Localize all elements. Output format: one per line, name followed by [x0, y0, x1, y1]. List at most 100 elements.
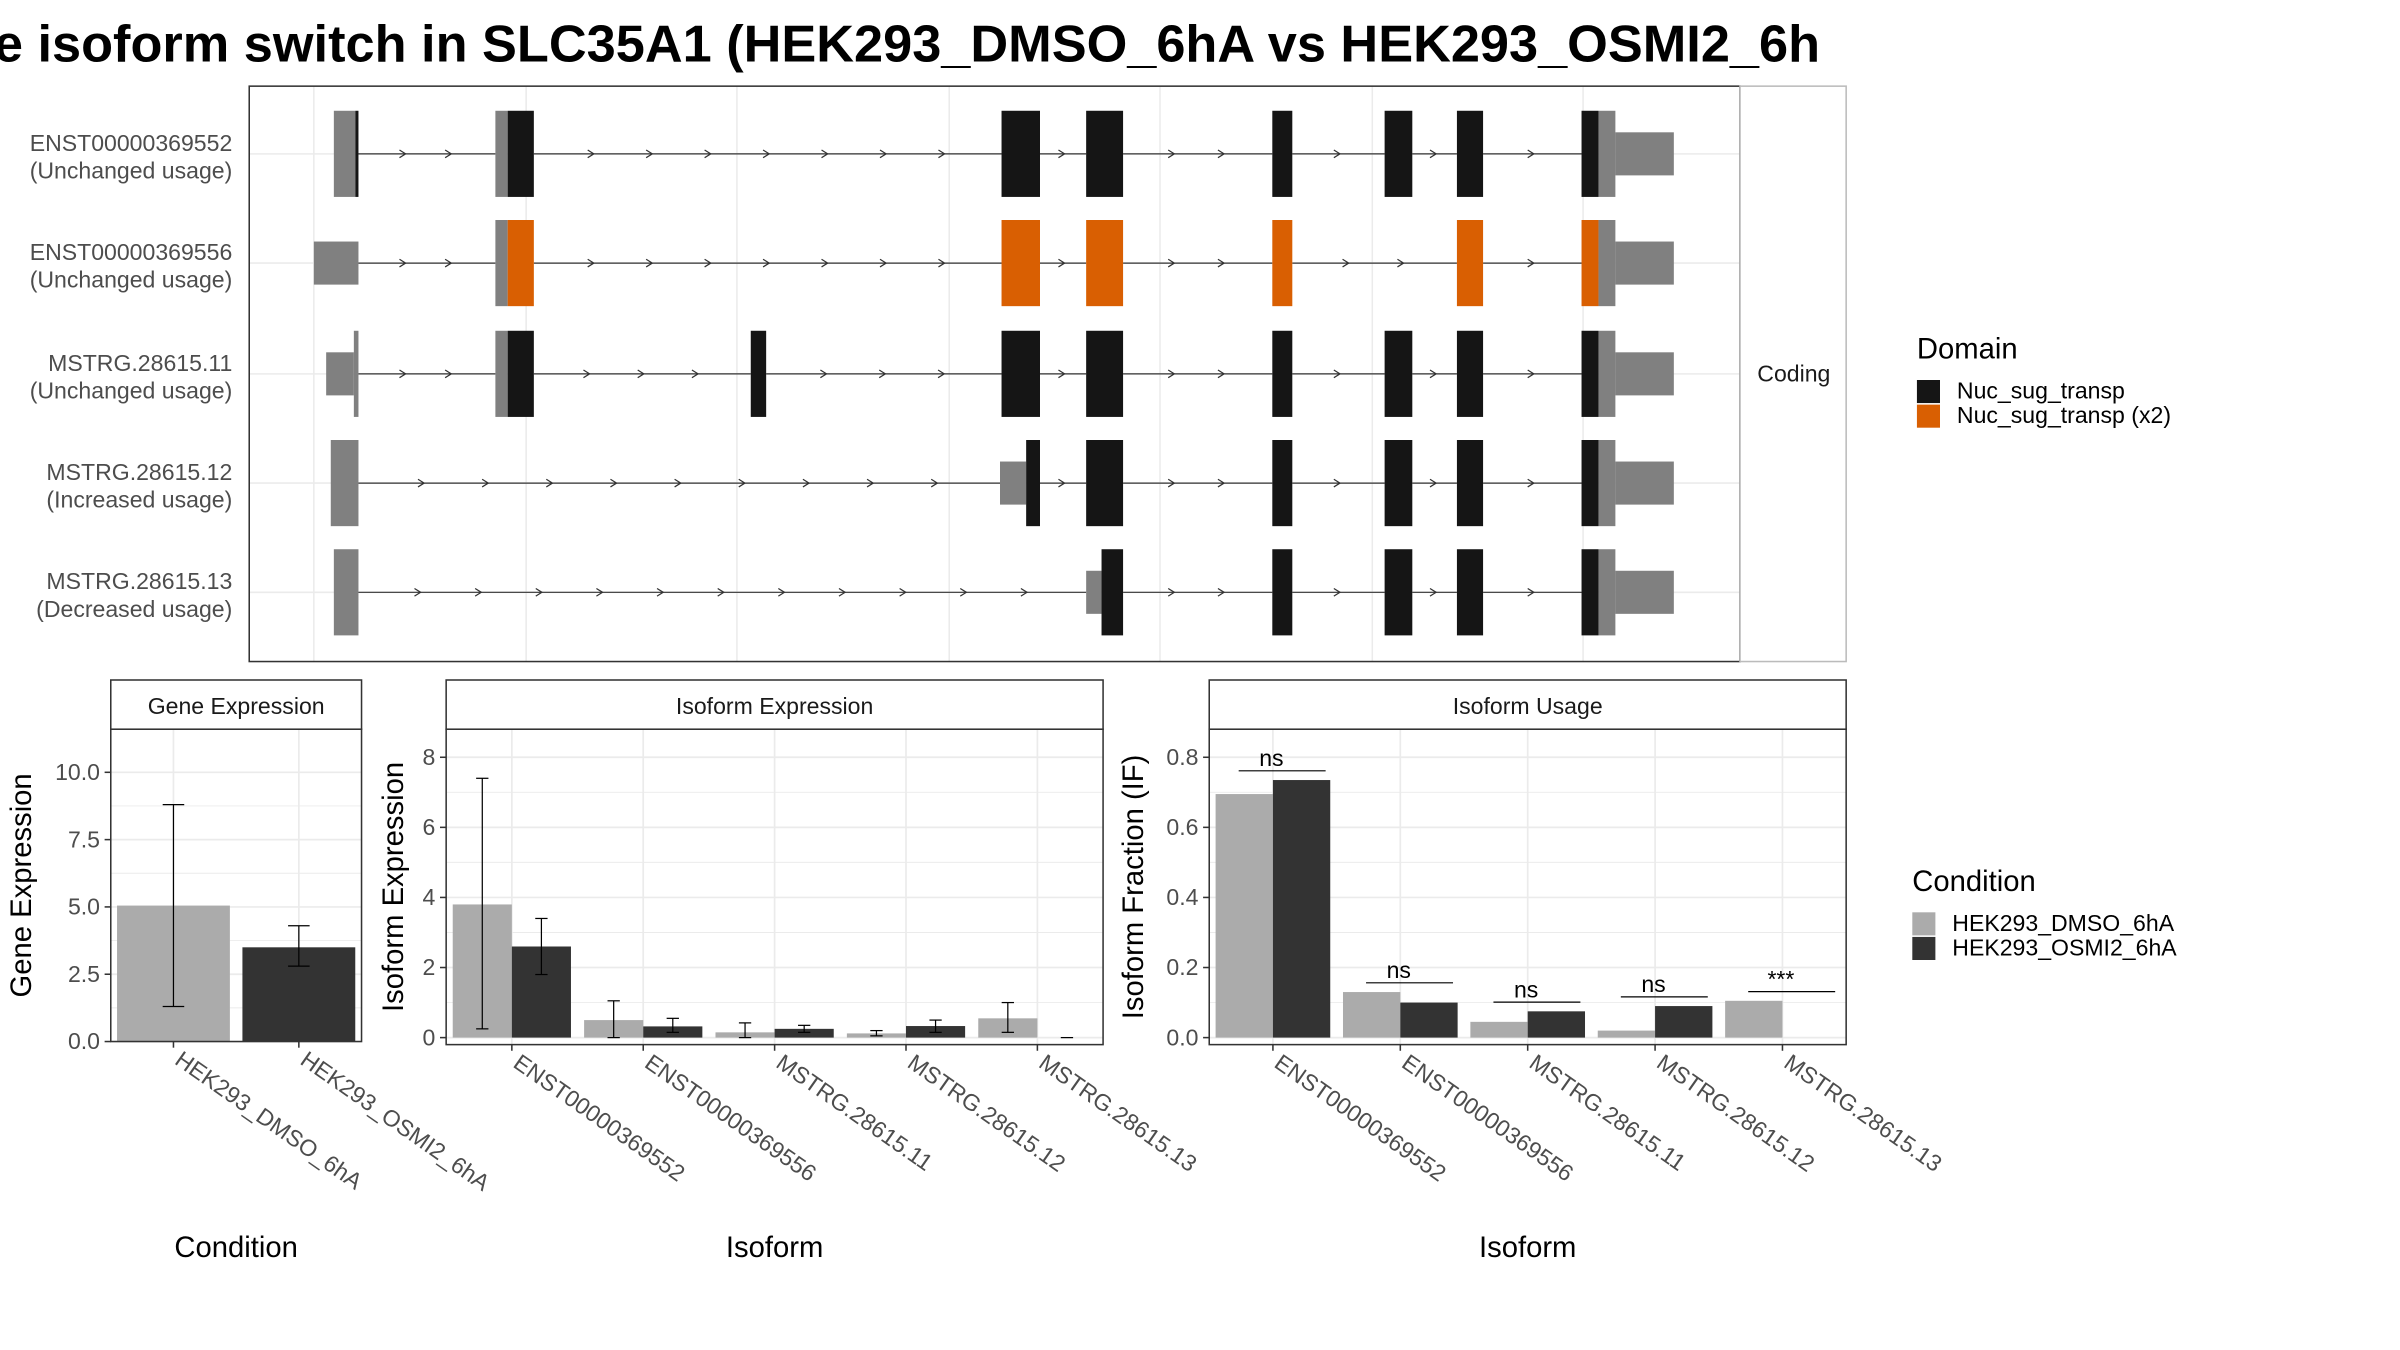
utr-block: [330, 440, 359, 527]
intron-arrow: [938, 149, 946, 159]
intron-arrow: [1342, 258, 1350, 268]
intron-arrow: [1167, 369, 1176, 379]
transcript-usage-label: (Unchanged usage): [30, 267, 233, 293]
y-tick-label: 2: [423, 954, 436, 980]
domain-exon-block: [507, 220, 534, 307]
intron-arrow: [717, 587, 726, 597]
utr-block: [1000, 461, 1027, 505]
domain-exon-block: [507, 330, 534, 417]
transcript-usage-label: (Unchanged usage): [30, 377, 233, 403]
domain-exon-block: [1001, 330, 1040, 417]
bar: [1725, 1000, 1783, 1038]
intron-arrow: [1333, 478, 1342, 488]
y-tick-label: 0.2: [1166, 954, 1198, 980]
domain-exon-block: [1086, 330, 1124, 417]
domain-exon-block: [1581, 440, 1599, 527]
intron-arrow: [879, 149, 888, 159]
domain-exon-block: [355, 110, 359, 197]
utr-block: [1086, 570, 1102, 614]
intron-arrow: [1333, 369, 1342, 379]
bar: [1597, 1030, 1656, 1038]
domain-exon-block: [1272, 440, 1293, 527]
bar: [1272, 780, 1331, 1038]
utr-block: [495, 330, 508, 417]
intron-arrow: [637, 369, 646, 379]
intron-arrow: [610, 478, 618, 488]
y-tick-label: 8: [423, 744, 436, 770]
intron-arrow: [399, 369, 407, 379]
intron-arrow: [645, 258, 654, 268]
domain-exon-block: [1456, 440, 1484, 527]
intron-arrow: [1217, 587, 1226, 597]
intron-arrow: [1217, 258, 1226, 268]
domain-exon-block: [1272, 110, 1293, 197]
panel-strip-title: Isoform Expression: [676, 693, 873, 719]
intron-arrow: [414, 587, 422, 597]
domain-exon-block: [1456, 110, 1484, 197]
intron-arrow: [1527, 587, 1536, 597]
intron-arrow: [535, 587, 544, 597]
intron-arrow: [704, 258, 712, 268]
domain-exon-block: [1581, 549, 1599, 636]
intron-arrow: [1058, 478, 1066, 488]
intron-arrow: [959, 587, 968, 597]
utr-block: [1615, 570, 1674, 614]
domain-exon-block: [1456, 549, 1484, 636]
domain-exon-block: [1272, 549, 1293, 636]
intron-arrow: [444, 369, 453, 379]
transcript-row: [313, 220, 1674, 307]
intron-arrow: [879, 258, 888, 268]
transcript-name-label: ENST00000369552: [30, 130, 233, 156]
intron-arrow: [645, 149, 654, 159]
panel-strip-title: Gene Expression: [148, 693, 325, 719]
utr-block: [1598, 220, 1616, 307]
y-tick-label: 6: [423, 814, 436, 840]
domain-exon-block: [1086, 440, 1124, 527]
condition-legend-swatch: [1912, 912, 1936, 936]
intron-arrow: [704, 149, 712, 159]
intron-arrow: [930, 478, 939, 488]
domain-exon-block: [1581, 220, 1599, 307]
domain-exon-block: [1581, 110, 1599, 197]
transcript-name-label: MSTRG.28615.13: [46, 568, 232, 594]
utr-block: [1598, 110, 1616, 197]
x-axis-title: Isoform: [726, 1232, 823, 1264]
facet-strip-label: Coding: [1757, 361, 1830, 387]
utr-block: [495, 110, 508, 197]
domain-exon-block: [1101, 549, 1124, 636]
intron-arrow: [399, 149, 407, 159]
transcript-usage-label: (Unchanged usage): [30, 157, 233, 183]
x-axis-title: Isoform: [1479, 1232, 1576, 1264]
domain-exon-block: [1456, 220, 1484, 307]
bar: [1655, 1006, 1713, 1038]
intron-arrow: [399, 258, 407, 268]
intron-arrow: [820, 369, 828, 379]
domain-exon-block: [1384, 330, 1413, 417]
transcript-name-label: MSTRG.28615.12: [46, 459, 232, 485]
significance-label: ns: [1387, 957, 1411, 983]
utr-block: [313, 241, 359, 285]
figure-title: e isoform switch in SLC35A1 (HEK293_DMSO…: [0, 16, 1820, 74]
domain-legend-title: Domain: [1917, 333, 2018, 365]
y-tick-label: 5.0: [68, 894, 100, 920]
intron-arrow: [1429, 149, 1438, 159]
condition-legend-swatch: [1912, 936, 1936, 960]
utr-block: [1615, 352, 1674, 396]
domain-exon-block: [1086, 110, 1124, 197]
intron-arrow: [778, 587, 786, 597]
intron-arrow: [444, 149, 453, 159]
intron-arrow: [938, 258, 946, 268]
intron-arrow: [878, 369, 887, 379]
panel-strip: [110, 679, 363, 730]
y-tick-label: 0.0: [1166, 1024, 1198, 1050]
intron-arrow: [1058, 369, 1066, 379]
y-tick-label: 0: [423, 1024, 436, 1050]
intron-arrow: [1527, 478, 1536, 488]
domain-exon-block: [1272, 330, 1293, 417]
intron-arrow: [1527, 149, 1536, 159]
intron-arrow: [691, 369, 700, 379]
bar: [1527, 1011, 1586, 1038]
